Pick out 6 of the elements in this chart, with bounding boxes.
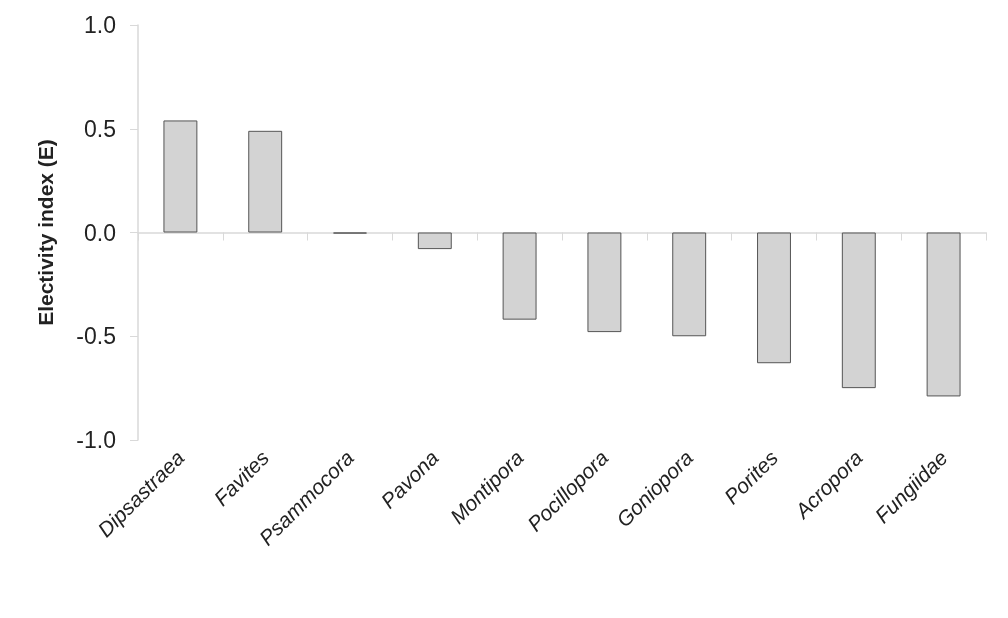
y-tick-label: -0.5 — [76, 323, 116, 350]
y-tick-label: 0.0 — [84, 219, 116, 246]
y-tick-label: 0.5 — [84, 115, 116, 142]
y-tick-label: 1.0 — [84, 12, 116, 38]
y-tick-label: -1.0 — [76, 427, 116, 453]
y-axis-title: Electivity index (E) — [34, 139, 57, 326]
